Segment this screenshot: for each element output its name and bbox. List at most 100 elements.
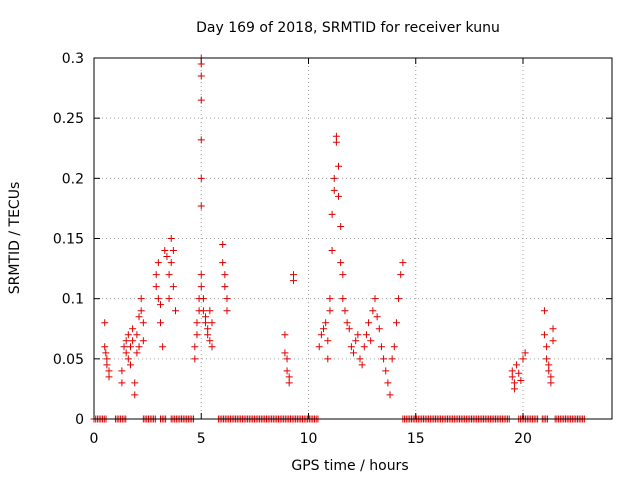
y-axis-title: SRMTID / TECUs (7, 182, 23, 295)
data-point (135, 313, 143, 321)
data-point (197, 174, 205, 182)
data-point (137, 295, 145, 303)
data-point (388, 355, 396, 363)
data-point (324, 337, 332, 345)
data-point (513, 361, 521, 369)
data-point (510, 379, 518, 387)
data-point (343, 319, 351, 327)
data-point (352, 337, 360, 345)
data-point (324, 355, 332, 363)
data-point (375, 325, 383, 333)
data-point (169, 247, 177, 255)
data-point (332, 138, 340, 146)
x-tick-label: 15 (407, 431, 425, 447)
data-point (172, 307, 180, 315)
data-point (193, 319, 201, 327)
x-tick-label: 20 (514, 431, 532, 447)
data-point (328, 210, 336, 218)
data-point (315, 343, 323, 351)
data-point (330, 186, 338, 194)
y-tick-label: 0.3 (62, 51, 84, 67)
data-point (156, 319, 164, 327)
data-point (543, 355, 551, 363)
data-point (399, 259, 407, 267)
data-point (154, 295, 162, 303)
data-point (223, 307, 231, 315)
data-point (365, 319, 373, 327)
x-tick-label: 5 (197, 431, 206, 447)
x-tick-label: 10 (300, 431, 318, 447)
data-point (221, 271, 229, 279)
data-point (508, 373, 516, 381)
data-point (360, 343, 368, 351)
data-point (161, 247, 169, 255)
data-point (103, 355, 111, 363)
data-point (197, 136, 205, 144)
data-point (167, 235, 175, 242)
data-point (208, 343, 216, 351)
data-point (139, 319, 147, 327)
data-point (219, 241, 227, 249)
data-point (131, 391, 139, 399)
data-point (335, 162, 343, 170)
data-point (362, 331, 370, 339)
data-point (163, 253, 171, 261)
data-point (159, 343, 167, 351)
data-point (358, 361, 366, 369)
data-point (102, 349, 110, 357)
data-point (152, 283, 160, 291)
data-point (328, 247, 336, 255)
data-point (165, 271, 173, 279)
data-point (135, 343, 143, 351)
data-point (281, 349, 289, 357)
data-point (204, 325, 212, 333)
data-point (122, 337, 130, 345)
data-point (199, 295, 207, 303)
data-point (122, 349, 130, 357)
plot-frame (93, 57, 613, 420)
data-point (283, 367, 291, 375)
data-point (540, 307, 548, 315)
data-point (124, 355, 132, 363)
chart-title: Day 169 of 2018, SRMTID for receiver kun… (196, 20, 500, 36)
data-point (350, 349, 358, 357)
data-point (347, 343, 355, 351)
data-point (197, 202, 205, 210)
data-point (517, 376, 525, 384)
data-point (285, 379, 293, 387)
data-point (521, 349, 529, 357)
data-point (285, 373, 293, 381)
y-tick-label: 0.1 (62, 292, 84, 308)
data-point (345, 325, 353, 333)
x-tick-label: 0 (90, 431, 99, 447)
data-point (197, 283, 205, 291)
data-point (191, 355, 199, 363)
y-tick-label: 0.25 (53, 111, 84, 127)
data-point (397, 271, 405, 279)
data-point (139, 337, 147, 345)
data-point (326, 307, 334, 315)
data-point (545, 361, 553, 369)
data-point (137, 307, 145, 315)
data-point (354, 331, 362, 339)
data-point (129, 337, 137, 345)
data-point (330, 174, 338, 182)
data-point (197, 271, 205, 279)
data-point (322, 319, 330, 327)
data-point (367, 337, 375, 345)
data-point (341, 307, 349, 315)
data-point (133, 349, 141, 357)
data-point (126, 361, 134, 369)
data-point (384, 379, 392, 387)
data-point (543, 343, 551, 351)
data-points (90, 54, 588, 423)
y-tick-label: 0.05 (53, 352, 84, 368)
data-point (219, 259, 227, 267)
data-point (317, 331, 325, 339)
data-point (199, 307, 207, 315)
data-point (206, 337, 214, 345)
data-point (154, 259, 162, 267)
data-point (339, 271, 347, 279)
